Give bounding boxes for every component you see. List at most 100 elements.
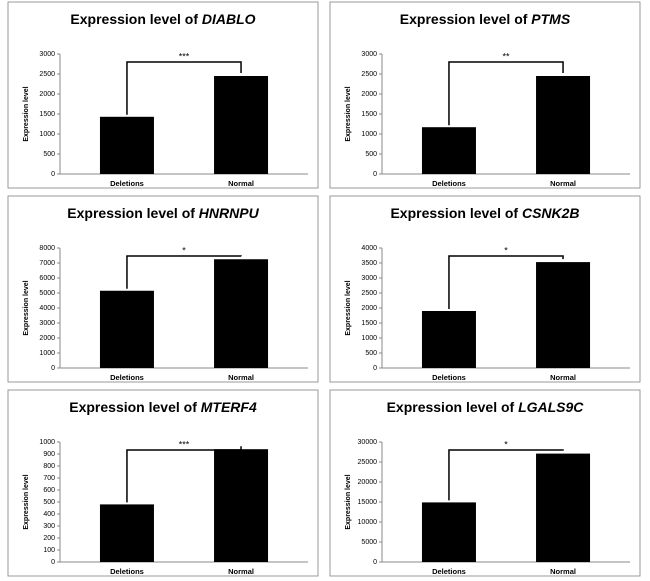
y-tick-label: 2000 xyxy=(39,91,55,98)
x-tick-label: Deletions xyxy=(110,567,144,576)
y-tick-label: 500 xyxy=(43,499,55,506)
y-axis-label: Expression level xyxy=(23,280,30,335)
y-tick-label: 1000 xyxy=(39,439,55,446)
bar xyxy=(214,76,269,174)
significance-bracket xyxy=(126,61,242,115)
title-text: Expression level of xyxy=(390,205,518,221)
panel-border xyxy=(7,389,319,577)
bar xyxy=(214,259,269,368)
title-text: Expression level of xyxy=(400,11,528,27)
y-tick-label: 3000 xyxy=(361,275,377,282)
title-gene: DIABLO xyxy=(202,11,256,27)
y-tick-label: 1000 xyxy=(361,131,377,138)
y-tick-label: 500 xyxy=(365,151,377,158)
chart-title: Expression level of CSNK2B xyxy=(390,205,579,221)
y-tick-label: 4000 xyxy=(361,245,377,252)
y-tick-label: 600 xyxy=(43,487,55,494)
y-tick-label: 25000 xyxy=(358,459,378,466)
significance-label: *** xyxy=(179,51,190,61)
y-tick-label: 1000 xyxy=(39,131,55,138)
x-tick-label: Normal xyxy=(550,179,576,188)
panel-border xyxy=(329,1,641,189)
chart-title: Expression level of HNRNPU xyxy=(67,205,259,221)
significance-bracket xyxy=(448,255,564,309)
panel-border xyxy=(329,389,641,577)
bar xyxy=(99,504,154,562)
y-tick-label: 2500 xyxy=(39,71,55,78)
x-tick-label: Deletions xyxy=(110,373,144,382)
title-text: Expression level of xyxy=(70,11,198,27)
y-tick-label: 0 xyxy=(373,171,377,178)
y-tick-label: 3500 xyxy=(361,260,377,267)
title-text: Expression level of xyxy=(387,399,515,415)
y-tick-label: 400 xyxy=(43,511,55,518)
x-tick-label: Deletions xyxy=(432,179,466,188)
significance-bracket xyxy=(448,61,564,126)
chart-title: Expression level of LGALS9C xyxy=(387,399,585,415)
y-tick-label: 800 xyxy=(43,463,55,470)
bar xyxy=(214,449,269,562)
significance-bracket xyxy=(448,449,564,501)
significance-bracket xyxy=(126,446,242,503)
bar xyxy=(536,262,591,368)
x-tick-label: Normal xyxy=(228,179,254,188)
y-tick-label: 900 xyxy=(43,451,55,458)
y-tick-label: 1000 xyxy=(361,335,377,342)
y-tick-label: 10000 xyxy=(358,519,378,526)
y-tick-label: 1500 xyxy=(39,111,55,118)
title-text: Expression level of xyxy=(67,205,195,221)
y-tick-label: 0 xyxy=(51,559,55,566)
y-tick-label: 7000 xyxy=(39,260,55,267)
y-tick-label: 2000 xyxy=(39,335,55,342)
x-tick-label: Normal xyxy=(228,373,254,382)
y-tick-label: 2500 xyxy=(361,290,377,297)
y-tick-label: 1000 xyxy=(39,350,55,357)
x-tick-label: Normal xyxy=(228,567,254,576)
y-axis-label: Expression level xyxy=(23,474,30,529)
y-tick-label: 2000 xyxy=(361,305,377,312)
chart-title: Expression level of PTMS xyxy=(400,11,571,27)
y-tick-label: 100 xyxy=(43,547,55,554)
y-tick-label: 700 xyxy=(43,475,55,482)
title-gene: CSNK2B xyxy=(522,205,580,221)
x-tick-label: Normal xyxy=(550,567,576,576)
y-tick-label: 0 xyxy=(373,559,377,566)
chart-title: Expression level of DIABLO xyxy=(70,11,255,27)
y-axis-label: Expression level xyxy=(23,86,30,141)
bar xyxy=(536,453,591,562)
panel-border xyxy=(7,1,319,189)
bar xyxy=(421,311,476,368)
y-tick-label: 4000 xyxy=(39,305,55,312)
y-tick-label: 500 xyxy=(43,151,55,158)
panel-border xyxy=(7,195,319,383)
bar xyxy=(536,76,591,174)
x-tick-label: Deletions xyxy=(432,373,466,382)
x-tick-label: Deletions xyxy=(110,179,144,188)
panel-border xyxy=(329,195,641,383)
x-tick-label: Normal xyxy=(550,373,576,382)
bar xyxy=(421,127,476,174)
bar xyxy=(421,502,476,562)
y-tick-label: 500 xyxy=(365,350,377,357)
significance-label: * xyxy=(504,439,508,449)
y-tick-label: 2500 xyxy=(361,71,377,78)
y-tick-label: 6000 xyxy=(39,275,55,282)
bar xyxy=(99,116,154,174)
title-text: Expression level of xyxy=(69,399,197,415)
y-tick-label: 5000 xyxy=(361,539,377,546)
y-tick-label: 3000 xyxy=(361,51,377,58)
y-tick-label: 300 xyxy=(43,523,55,530)
y-axis-label: Expression level xyxy=(345,86,352,141)
y-tick-label: 0 xyxy=(373,365,377,372)
significance-bracket xyxy=(126,255,242,289)
x-tick-label: Deletions xyxy=(432,567,466,576)
y-tick-label: 5000 xyxy=(39,290,55,297)
y-tick-label: 0 xyxy=(51,365,55,372)
title-gene: LGALS9C xyxy=(518,399,584,415)
significance-label: * xyxy=(182,245,186,255)
